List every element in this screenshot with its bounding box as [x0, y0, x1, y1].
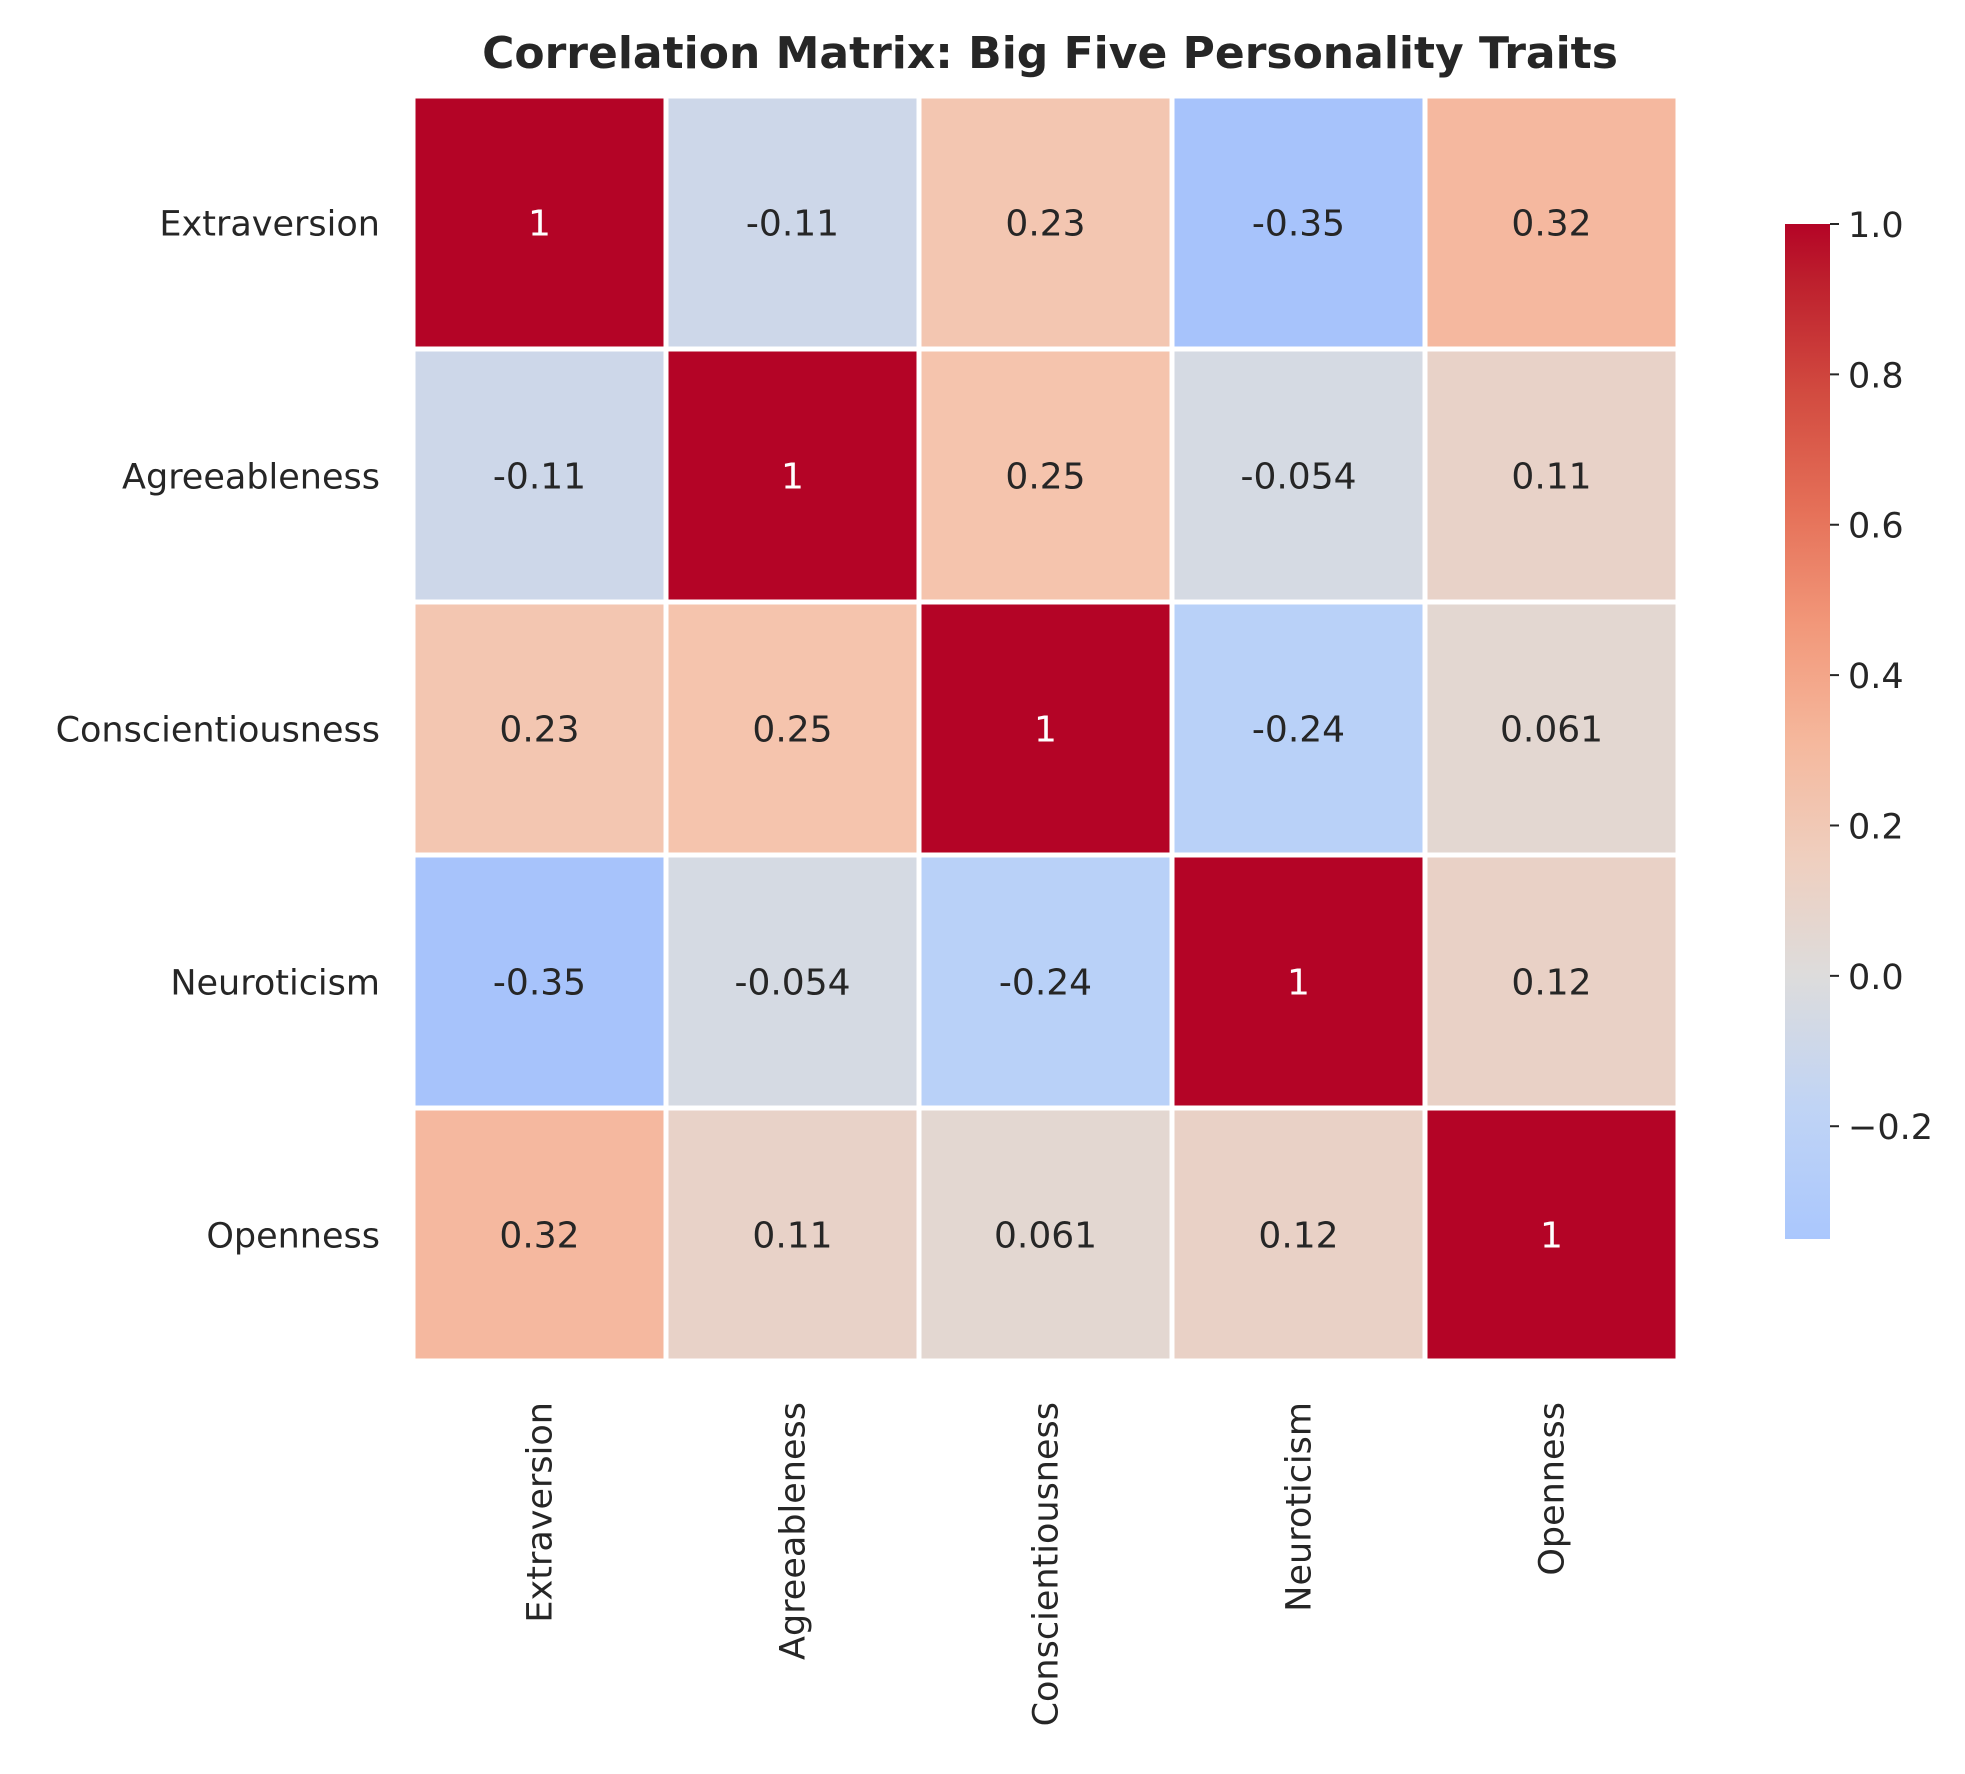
heatmap-cell-agreeableness-extraversion [410, 346, 669, 605]
row-label-agreeableness: Agreeableness [122, 458, 380, 498]
colorbar-tick-label: −0.2 [1848, 1108, 1933, 1148]
cell-value-label: 0.23 [1005, 204, 1085, 245]
cell-value-label: 0.25 [752, 710, 832, 751]
row-tick-labels: Extraversion Agreeableness Conscientiousne… [56, 205, 380, 1257]
heatmap-cell-agreeableness-conscientiousness [916, 346, 1175, 605]
cell-value-label: 1 [781, 457, 804, 498]
heatmap-cell-openness-conscientiousness [916, 1105, 1175, 1364]
cell-value-label: 1 [1540, 1216, 1563, 1257]
cell-value-label: -0.11 [746, 204, 839, 245]
row-label-extraversion: Extraversion [159, 205, 380, 245]
heatmap-cell-conscientiousness-neuroticism [1169, 599, 1428, 858]
heatmap-cell-neuroticism-extraversion [410, 852, 669, 1111]
cell-value-label: 0.12 [1258, 1216, 1338, 1257]
heatmap-cell-openness-extraversion [410, 1105, 669, 1364]
chart-title: Correlation Matrix: Big Five Personality… [482, 28, 1618, 79]
heatmap-cell-openness-agreeableness [663, 1105, 922, 1364]
colorbar-tick-label: 1.0 [1848, 206, 1904, 246]
colorbar-tick-label: 0.8 [1848, 356, 1904, 396]
cell-value-label: -0.24 [999, 963, 1092, 1004]
cell-value-label: 1 [1287, 963, 1310, 1004]
heatmap-cell-extraversion-conscientiousness [916, 93, 1175, 352]
cell-value-label: -0.35 [1252, 204, 1345, 245]
heatmap-cell-agreeableness-openness [1422, 346, 1681, 605]
cell-value-label: 0.12 [1511, 963, 1591, 1004]
heatmap-cell-labels: 1 -0.11 0.23 -0.35 0.32 -0.11 1 0.25 -0.054 0.11 0… [493, 204, 1603, 1257]
row-label-neuroticism: Neuroticism [170, 964, 380, 1004]
column-label-neuroticism: Neuroticism [1280, 1402, 1320, 1612]
heatmap-cell-extraversion-agreeableness [663, 93, 922, 352]
cell-value-label: -0.054 [1240, 457, 1356, 498]
cell-value-label: 0.061 [1500, 710, 1603, 751]
cell-value-label: 0.23 [499, 710, 579, 751]
column-label-agreeableness: Agreeableness [774, 1402, 814, 1660]
colorbar-gradient [1785, 224, 1830, 1239]
column-label-openness: Openness [1533, 1402, 1573, 1576]
column-tick-labels: Extraversion Agreeableness Conscientiousne… [521, 1402, 1573, 1726]
row-label-openness: Openness [206, 1217, 380, 1257]
cell-value-label: 0.11 [752, 1216, 832, 1257]
heatmap-cell-neuroticism-agreeableness [663, 852, 922, 1111]
cell-value-label: 0.32 [499, 1216, 579, 1257]
colorbar-tick-label: 0.4 [1848, 657, 1904, 697]
heatmap-cell-neuroticism-conscientiousness [916, 852, 1175, 1111]
heatmap-cell-neuroticism-neuroticism [1169, 852, 1428, 1111]
heatmap-cell-openness-openness [1422, 1105, 1681, 1364]
cell-value-label: -0.11 [493, 457, 586, 498]
cell-value-label: -0.054 [734, 963, 850, 1004]
column-label-extraversion: Extraversion [521, 1402, 561, 1623]
cell-value-label: 0.11 [1511, 457, 1591, 498]
column-label-conscientiousness: Conscientiousness [1027, 1402, 1067, 1726]
heatmap-cell-extraversion-extraversion [410, 93, 669, 352]
colorbar-tick-label: 0.0 [1848, 958, 1904, 998]
cell-value-label: -0.35 [493, 963, 586, 1004]
colorbar-tick-label: 0.2 [1848, 807, 1904, 847]
cell-value-label: 0.32 [1511, 204, 1591, 245]
row-label-conscientiousness: Conscientiousness [56, 711, 380, 751]
colorbar: 1.0 0.8 0.6 0.4 0.2 0.0 −0.2 [1785, 206, 1933, 1239]
cell-value-label: -0.24 [1252, 710, 1345, 751]
colorbar-tick-label: 0.6 [1848, 507, 1904, 547]
cell-value-label: 0.25 [1005, 457, 1085, 498]
cell-value-label: 1 [1034, 710, 1057, 751]
heatmap-cells [410, 93, 1681, 1364]
heatmap-cell-conscientiousness-agreeableness [663, 599, 922, 858]
cell-value-label: 0.061 [994, 1216, 1097, 1257]
heatmap-cell-neuroticism-openness [1422, 852, 1681, 1111]
cell-value-label: 1 [528, 204, 551, 245]
